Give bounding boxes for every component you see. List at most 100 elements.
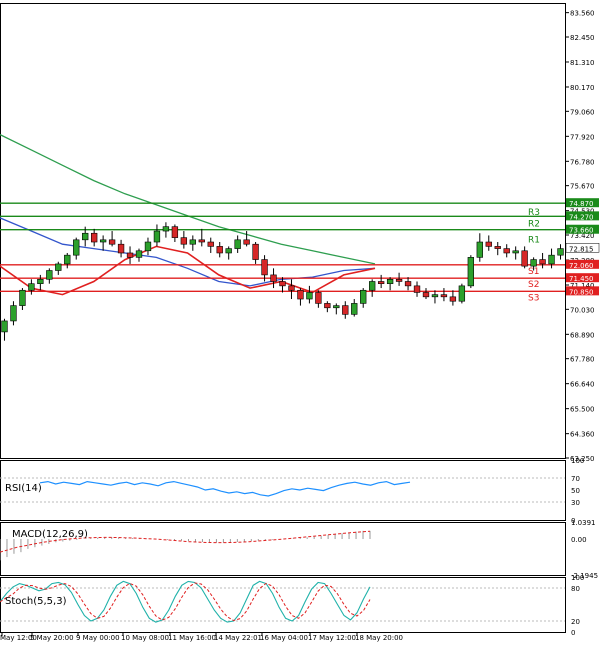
level-value-box — [566, 198, 599, 208]
candle-body — [117, 243, 125, 254]
candle-body — [90, 232, 98, 243]
candle-body — [180, 237, 188, 245]
candle-body — [108, 239, 116, 245]
candle-body — [261, 259, 268, 276]
level-name-label: S3 — [528, 293, 539, 303]
price-tick-label: 83.560 — [570, 10, 595, 18]
candle-body — [144, 241, 152, 252]
candle-body — [512, 250, 519, 254]
level-value-label: 74.870 — [569, 200, 594, 208]
candle-body — [64, 254, 71, 265]
candle-body — [539, 259, 546, 265]
candle-body — [557, 248, 564, 256]
macd-label: MACD(12,26,9) — [12, 529, 88, 540]
price-tick-label: 82.450 — [570, 34, 595, 42]
candle-body — [46, 270, 53, 280]
candle-body — [99, 239, 107, 243]
rsi-tick-label: 30 — [571, 499, 580, 507]
candle-body — [351, 303, 358, 315]
candle-body — [126, 252, 134, 258]
candle-body — [324, 303, 331, 309]
rsi-tick-label: 0 — [571, 517, 575, 525]
rsi-label: RSI(14) — [5, 483, 42, 494]
time-axis-label: 9 May 00:00 — [76, 634, 120, 642]
stoch-k-line — [0, 580, 371, 623]
candle-body — [162, 226, 170, 232]
candle-body — [333, 305, 340, 309]
candle-body — [189, 239, 196, 245]
candle-body — [288, 285, 295, 291]
rsi-tick-label: 100 — [571, 457, 584, 465]
price-tick-label: 63.250 — [570, 455, 595, 463]
price-tick-label: 76.780 — [570, 158, 595, 166]
level-name-label: R2 — [528, 220, 540, 230]
candle-body — [386, 278, 394, 284]
level-name-label: R3 — [528, 208, 540, 218]
candle-body — [315, 292, 322, 304]
level-name-label: S2 — [528, 280, 539, 290]
price-tick-label: 67.780 — [570, 356, 595, 364]
stoch-tick-label: 100 — [571, 574, 584, 582]
time-axis-label: 11 May 16:00 — [168, 634, 216, 642]
price-tick-label: 68.890 — [570, 331, 595, 339]
price-tick-label: 65.500 — [570, 406, 595, 414]
level-value-label: 72.060 — [569, 262, 594, 270]
candle-body — [548, 254, 555, 265]
candle-body — [207, 241, 214, 247]
rsi-line — [39, 480, 411, 497]
candle-body — [10, 305, 17, 322]
candle-body — [485, 241, 492, 247]
candle-body — [225, 248, 232, 254]
level-name-label: R1 — [528, 236, 540, 246]
level-value-box — [566, 259, 599, 269]
candle-body — [28, 283, 35, 291]
level-value-box — [566, 224, 599, 234]
price-tick-label: 80.170 — [570, 84, 595, 92]
level-value-label: 71.450 — [569, 275, 594, 283]
macd-tick-label: -2.1945 — [571, 572, 598, 580]
candle-body — [55, 263, 62, 271]
candle-body — [377, 281, 385, 284]
time-axis-label: 14 May 22:01 — [214, 634, 262, 642]
candle-body — [467, 257, 475, 287]
candle-body — [395, 278, 403, 282]
candle-body — [360, 289, 367, 304]
current-price-box — [565, 243, 600, 253]
level-value-box — [566, 286, 599, 296]
candle-body — [306, 292, 313, 300]
candle-body — [216, 246, 223, 254]
stoch-d-line — [0, 582, 371, 622]
candle-body — [494, 246, 501, 249]
candle-body — [458, 285, 466, 302]
candle-body — [342, 305, 349, 315]
time-axis-label: 17 May 12:00 — [308, 634, 356, 642]
candle-body — [369, 281, 376, 291]
candle-body — [431, 294, 439, 298]
candle-body — [270, 274, 277, 282]
level-value-box — [566, 273, 599, 283]
price-tick-label: 77.920 — [570, 133, 595, 141]
candle-body — [413, 285, 421, 293]
candle-body — [449, 296, 457, 302]
candle-body — [279, 281, 286, 287]
price-tick-label: 81.310 — [570, 59, 595, 67]
price-tick-label: 70.030 — [570, 306, 595, 314]
macd-signal-line — [0, 530, 371, 553]
candle-body — [153, 230, 161, 243]
candle-body — [135, 250, 143, 258]
candle-body — [521, 250, 528, 267]
price-tick-label: 79.060 — [570, 108, 595, 116]
candle-body — [297, 289, 304, 300]
candle-body — [37, 278, 44, 284]
stoch-tick-label: 80 — [571, 585, 580, 593]
level-value-label: 73.660 — [569, 227, 594, 235]
level-value-label: 74.270 — [569, 213, 594, 221]
candle-body — [82, 232, 89, 241]
stoch-label: Stoch(5,5,3) — [5, 596, 67, 607]
stoch-panel-frame — [0, 577, 566, 633]
time-axis-label: 5 May 20:00 — [30, 634, 74, 642]
price-tick-label: 66.640 — [570, 381, 595, 389]
stoch-tick-label: 0 — [571, 629, 575, 637]
macd-panel-frame — [0, 522, 566, 576]
